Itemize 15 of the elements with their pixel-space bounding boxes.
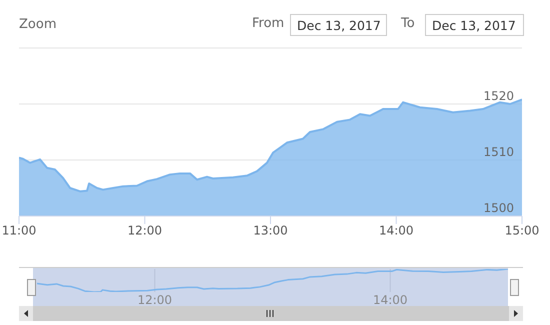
x-tick-label: 15:00 (504, 224, 540, 238)
x-tick-label: 12:00 (127, 224, 162, 238)
text: From (252, 16, 284, 31)
x-tick-label: 13:00 (253, 224, 288, 238)
from-date-field: Dec 13, 2017 (290, 14, 387, 36)
y-tick-label: 1520 (483, 89, 514, 103)
x-tick-label: 14:00 (372, 293, 408, 307)
y-tick-label: 1500 (483, 201, 514, 215)
x-tick-label: 14:00 (378, 224, 414, 238)
text: Zoom (19, 17, 56, 32)
x-tick-label: 11:00 (2, 224, 36, 238)
to-date-field: Dec 13, 2017 (425, 14, 524, 36)
text: To (401, 16, 415, 31)
y-tick-label: 1510 (483, 145, 514, 159)
x-tick-label: 12:00 (137, 293, 172, 307)
